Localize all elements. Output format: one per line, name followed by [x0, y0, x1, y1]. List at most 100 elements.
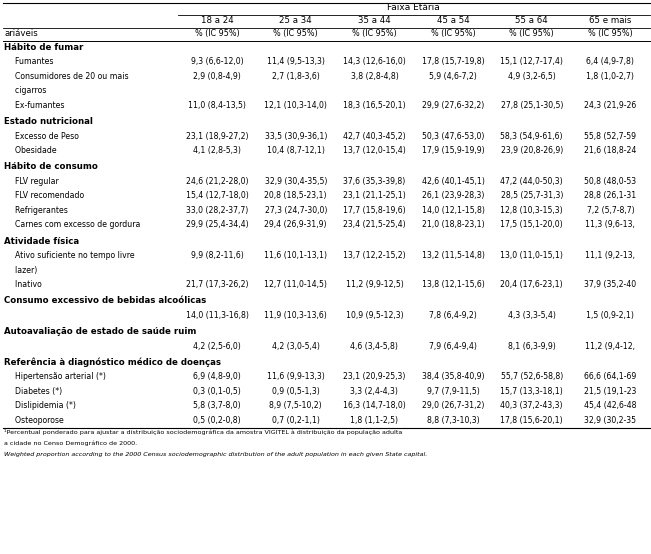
Text: 8,8 (7,3-10,3): 8,8 (7,3-10,3): [426, 416, 479, 425]
Text: 13,7 (12,2-15,2): 13,7 (12,2-15,2): [343, 251, 406, 260]
Text: 6,4 (4,9-7,8): 6,4 (4,9-7,8): [587, 58, 634, 66]
Text: 23,1 (18,9-27,2): 23,1 (18,9-27,2): [186, 132, 248, 141]
Text: 50,8 (48,0-53: 50,8 (48,0-53: [585, 177, 637, 186]
Text: a cidade no Censo Demográfico de 2000.: a cidade no Censo Demográfico de 2000.: [4, 440, 137, 445]
Text: 13,2 (11,5-14,8): 13,2 (11,5-14,8): [422, 251, 484, 260]
Text: 7,2 (5,7-8,7): 7,2 (5,7-8,7): [587, 206, 634, 215]
Text: 11,6 (10,1-13,1): 11,6 (10,1-13,1): [264, 251, 327, 260]
Text: Estado nutricional: Estado nutricional: [4, 117, 93, 126]
Text: 18 a 24: 18 a 24: [201, 16, 234, 25]
Text: Inativo: Inativo: [5, 280, 41, 289]
Text: ¹Percentual ponderado para ajustar a distribuição sociodemográfica da amostra VI: ¹Percentual ponderado para ajustar a dis…: [4, 429, 402, 434]
Text: cigarros: cigarros: [5, 86, 46, 95]
Text: 15,1 (12,7-17,4): 15,1 (12,7-17,4): [500, 58, 563, 66]
Text: 14,0 (11,3-16,8): 14,0 (11,3-16,8): [186, 311, 249, 320]
Text: 17,8 (15,7-19,8): 17,8 (15,7-19,8): [422, 58, 484, 66]
Text: 17,7 (15,8-19,6): 17,7 (15,8-19,6): [343, 206, 406, 215]
Text: 35 a 44: 35 a 44: [358, 16, 391, 25]
Text: 11,4 (9,5-13,3): 11,4 (9,5-13,3): [267, 58, 325, 66]
Text: 21,0 (18,8-23,1): 21,0 (18,8-23,1): [422, 220, 484, 229]
Text: 24,3 (21,9-26: 24,3 (21,9-26: [584, 101, 637, 110]
Text: 29,0 (26,7-31,2): 29,0 (26,7-31,2): [422, 401, 484, 410]
Text: Diabetes (*): Diabetes (*): [5, 387, 62, 396]
Text: 58,3 (54,9-61,6): 58,3 (54,9-61,6): [501, 132, 563, 141]
Text: 3,3 (2,4-4,3): 3,3 (2,4-4,3): [350, 387, 398, 396]
Text: 8,1 (6,3-9,9): 8,1 (6,3-9,9): [508, 341, 555, 351]
Text: Atividade física: Atividade física: [4, 237, 79, 245]
Text: Hipertensão arterial (*): Hipertensão arterial (*): [5, 372, 105, 381]
Text: 42,7 (40,3-45,2): 42,7 (40,3-45,2): [343, 132, 406, 141]
Text: 17,5 (15,1-20,0): 17,5 (15,1-20,0): [501, 220, 563, 229]
Text: Referência à diagnóstico médico de doenças: Referência à diagnóstico médico de doenç…: [4, 358, 221, 367]
Text: 7,8 (6,4-9,2): 7,8 (6,4-9,2): [429, 311, 477, 320]
Text: 4,9 (3,2-6,5): 4,9 (3,2-6,5): [508, 72, 555, 81]
Text: 65 e mais: 65 e mais: [589, 16, 631, 25]
Text: 23,1 (20,9-25,3): 23,1 (20,9-25,3): [343, 372, 406, 381]
Text: 10,4 (8,7-12,1): 10,4 (8,7-12,1): [267, 146, 325, 155]
Text: 42,6 (40,1-45,1): 42,6 (40,1-45,1): [422, 177, 484, 186]
Text: 4,2 (3,0-5,4): 4,2 (3,0-5,4): [271, 341, 320, 351]
Text: 66,6 (64,1-69: 66,6 (64,1-69: [584, 372, 637, 381]
Text: Autoavaliação de estado de saúde ruim: Autoavaliação de estado de saúde ruim: [4, 327, 197, 336]
Text: FLV regular: FLV regular: [5, 177, 59, 186]
Text: 2,7 (1,8-3,6): 2,7 (1,8-3,6): [272, 72, 320, 81]
Text: 9,3 (6,6-12,0): 9,3 (6,6-12,0): [191, 58, 243, 66]
Text: 17,9 (15,9-19,9): 17,9 (15,9-19,9): [422, 146, 484, 155]
Text: 10,9 (9,5-12,3): 10,9 (9,5-12,3): [346, 311, 403, 320]
Text: 32,9 (30,2-35: 32,9 (30,2-35: [585, 416, 637, 425]
Text: ariáveis: ariáveis: [5, 29, 38, 38]
Text: 11,2 (9,4-12,: 11,2 (9,4-12,: [585, 341, 635, 351]
Text: 13,7 (12,0-15,4): 13,7 (12,0-15,4): [343, 146, 406, 155]
Text: 29,4 (26,9-31,9): 29,4 (26,9-31,9): [264, 220, 327, 229]
Text: 6,9 (4,8-9,0): 6,9 (4,8-9,0): [193, 372, 241, 381]
Text: Carnes com excesso de gordura: Carnes com excesso de gordura: [5, 220, 140, 229]
Text: FLV recomendado: FLV recomendado: [5, 191, 84, 201]
Text: Ativo suficiente no tempo livre: Ativo suficiente no tempo livre: [5, 251, 134, 260]
Text: Hábito de fumar: Hábito de fumar: [4, 43, 83, 52]
Text: 11,1 (9,2-13,: 11,1 (9,2-13,: [585, 251, 635, 260]
Text: 4,1 (2,8-5,3): 4,1 (2,8-5,3): [193, 146, 241, 155]
Text: % (IC 95%): % (IC 95%): [588, 29, 633, 38]
Text: Consumo excessivo de bebidas alcoólicas: Consumo excessivo de bebidas alcoólicas: [4, 296, 206, 305]
Text: 11,9 (10,3-13,6): 11,9 (10,3-13,6): [264, 311, 327, 320]
Text: 23,1 (21,1-25,1): 23,1 (21,1-25,1): [343, 191, 406, 201]
Text: 11,6 (9,9-13,3): 11,6 (9,9-13,3): [267, 372, 325, 381]
Text: 11,3 (9,6-13,: 11,3 (9,6-13,: [585, 220, 635, 229]
Text: Ex-fumantes: Ex-fumantes: [5, 101, 64, 110]
Text: 13,0 (11,0-15,1): 13,0 (11,0-15,1): [500, 251, 563, 260]
Text: 32,9 (30,4-35,5): 32,9 (30,4-35,5): [264, 177, 327, 186]
Text: 13,8 (12,1-15,6): 13,8 (12,1-15,6): [422, 280, 484, 289]
Text: 4,6 (3,4-5,8): 4,6 (3,4-5,8): [350, 341, 398, 351]
Text: Consumidores de 20 ou mais: Consumidores de 20 ou mais: [5, 72, 128, 81]
Text: 5,8 (3,7-8,0): 5,8 (3,7-8,0): [193, 401, 241, 410]
Text: 18,3 (16,5-20,1): 18,3 (16,5-20,1): [343, 101, 406, 110]
Text: 37,6 (35,3-39,8): 37,6 (35,3-39,8): [343, 177, 406, 186]
Text: 1,5 (0,9-2,1): 1,5 (0,9-2,1): [587, 311, 634, 320]
Text: 3,8 (2,8-4,8): 3,8 (2,8-4,8): [350, 72, 398, 81]
Text: 21,5 (19,1-23: 21,5 (19,1-23: [584, 387, 637, 396]
Text: 23,4 (21,5-25,4): 23,4 (21,5-25,4): [343, 220, 406, 229]
Text: 29,9 (25,4-34,4): 29,9 (25,4-34,4): [186, 220, 249, 229]
Text: 25 a 34: 25 a 34: [279, 16, 312, 25]
Text: 20,4 (17,6-23,1): 20,4 (17,6-23,1): [501, 280, 563, 289]
Text: 7,9 (6,4-9,4): 7,9 (6,4-9,4): [429, 341, 477, 351]
Text: 29,9 (27,6-32,2): 29,9 (27,6-32,2): [422, 101, 484, 110]
Text: 50,3 (47,6-53,0): 50,3 (47,6-53,0): [422, 132, 484, 141]
Text: 1,8 (1,1-2,5): 1,8 (1,1-2,5): [350, 416, 398, 425]
Text: 12,1 (10,3-14,0): 12,1 (10,3-14,0): [264, 101, 327, 110]
Text: 12,8 (10,3-15,3): 12,8 (10,3-15,3): [501, 206, 563, 215]
Text: 21,7 (17,3-26,2): 21,7 (17,3-26,2): [186, 280, 248, 289]
Text: Faixa Etária: Faixa Etária: [387, 3, 440, 12]
Text: 47,2 (44,0-50,3): 47,2 (44,0-50,3): [501, 177, 563, 186]
Text: 1,8 (1,0-2,7): 1,8 (1,0-2,7): [587, 72, 634, 81]
Text: 15,7 (13,3-18,1): 15,7 (13,3-18,1): [501, 387, 563, 396]
Text: 21,6 (18,8-24: 21,6 (18,8-24: [584, 146, 637, 155]
Text: 14,3 (12,6-16,0): 14,3 (12,6-16,0): [343, 58, 406, 66]
Text: 24,6 (21,2-28,0): 24,6 (21,2-28,0): [186, 177, 248, 186]
Text: 14,0 (12,1-15,8): 14,0 (12,1-15,8): [422, 206, 484, 215]
Text: 2,9 (0,8-4,9): 2,9 (0,8-4,9): [193, 72, 241, 81]
Text: Dislipidemia (*): Dislipidemia (*): [5, 401, 76, 410]
Text: 0,3 (0,1-0,5): 0,3 (0,1-0,5): [193, 387, 241, 396]
Text: 28,8 (26,1-31: 28,8 (26,1-31: [584, 191, 637, 201]
Text: 16,3 (14,7-18,0): 16,3 (14,7-18,0): [343, 401, 406, 410]
